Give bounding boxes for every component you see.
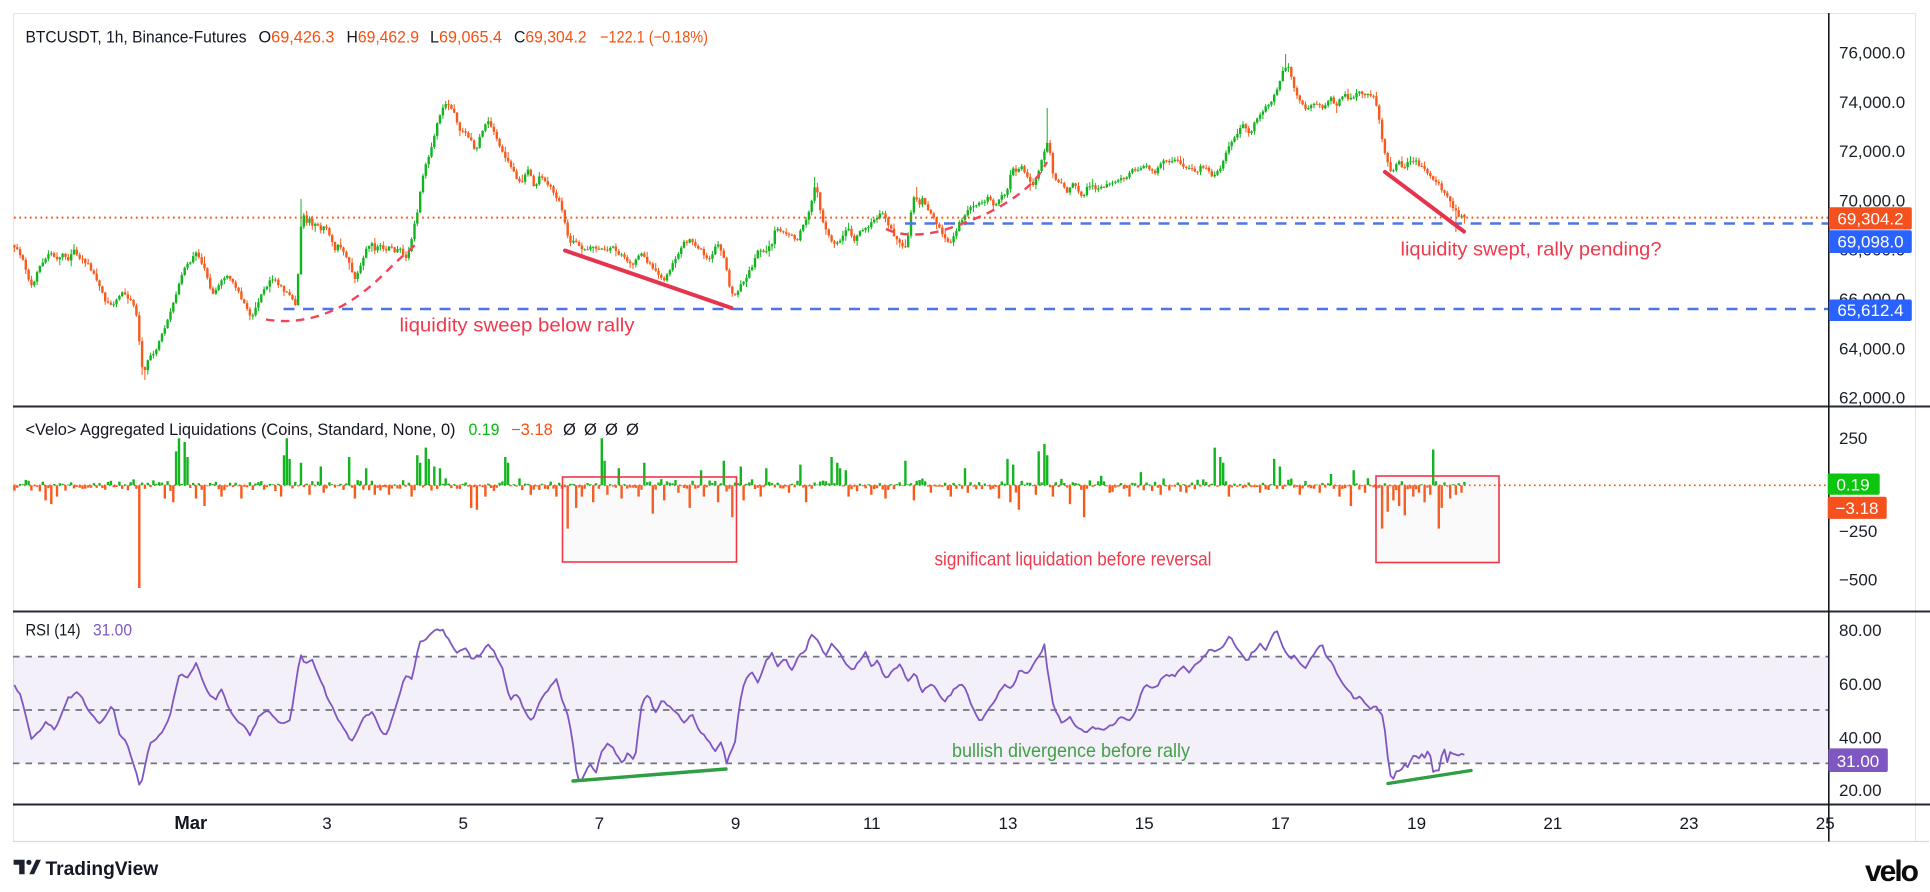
svg-text:0.19: 0.19 [469,421,500,439]
svg-text:65,612.4: 65,612.4 [1837,301,1903,320]
svg-text:69,098.0: 69,098.0 [1837,233,1903,252]
svg-text:RSI (14): RSI (14) [26,622,81,640]
svg-text:20.00: 20.00 [1839,781,1882,800]
svg-text:80.00: 80.00 [1839,621,1882,640]
svg-text:31.00: 31.00 [93,622,132,640]
svg-text:250: 250 [1839,429,1867,448]
svg-text:64,000.0: 64,000.0 [1839,339,1905,358]
svg-text:15: 15 [1135,814,1154,833]
svg-text:Mar: Mar [174,812,207,833]
svg-text:9: 9 [731,814,740,833]
svg-text:72,000.0: 72,000.0 [1839,142,1905,161]
svg-text:velo: velo [1865,855,1919,888]
svg-text:Ø: Ø [563,421,576,439]
svg-text:−3.18: −3.18 [511,421,553,439]
svg-text:69,304.2: 69,304.2 [1837,209,1903,228]
svg-text:0.19: 0.19 [1836,476,1869,495]
svg-text:31.00: 31.00 [1837,752,1880,771]
svg-text:significant liquidation before: significant liquidation before reversal [935,549,1212,571]
svg-text:11: 11 [863,814,881,833]
svg-text:<Velo> Aggregated Liquidations: <Velo> Aggregated Liquidations (Coins, S… [26,421,456,439]
svg-text:19: 19 [1407,814,1426,833]
svg-text:74,000.0: 74,000.0 [1839,93,1905,112]
svg-text:L69,065.4: L69,065.4 [430,29,502,47]
svg-text:7: 7 [595,814,604,833]
svg-text:5: 5 [458,814,467,833]
svg-text:13: 13 [999,814,1018,833]
svg-text:−250: −250 [1839,522,1877,541]
svg-text:70,000.0: 70,000.0 [1839,192,1905,211]
svg-text:21: 21 [1543,814,1562,833]
svg-text:3: 3 [322,814,331,833]
svg-text:O69,426.3: O69,426.3 [259,29,335,47]
svg-text:liquidity sweep below rally: liquidity sweep below rally [400,315,635,337]
svg-text:Ø: Ø [626,421,639,439]
svg-text:−500: −500 [1839,570,1877,589]
svg-text:−122.1 (−0.18%): −122.1 (−0.18%) [600,29,708,47]
svg-text:Ø: Ø [605,421,618,439]
svg-text:BTCUSDT, 1h, Binance-Futures: BTCUSDT, 1h, Binance-Futures [26,29,247,47]
svg-text:62,000.0: 62,000.0 [1839,389,1905,408]
svg-text:Ø: Ø [584,421,597,439]
svg-text:17: 17 [1271,814,1290,833]
svg-text:−3.18: −3.18 [1835,499,1878,518]
svg-text:23: 23 [1680,814,1699,833]
svg-text:40.00: 40.00 [1839,729,1882,748]
svg-text:60.00: 60.00 [1839,675,1882,694]
svg-text:C69,304.2: C69,304.2 [514,29,587,47]
svg-text:bullish divergence before rall: bullish divergence before rally [952,740,1190,762]
svg-text:H69,462.9: H69,462.9 [347,29,420,47]
svg-text:TradingView: TradingView [46,859,159,880]
svg-text:25: 25 [1816,814,1835,833]
svg-text:76,000.0: 76,000.0 [1839,44,1905,63]
svg-text:liquidity swept, rally pending: liquidity swept, rally pending? [1401,239,1662,261]
